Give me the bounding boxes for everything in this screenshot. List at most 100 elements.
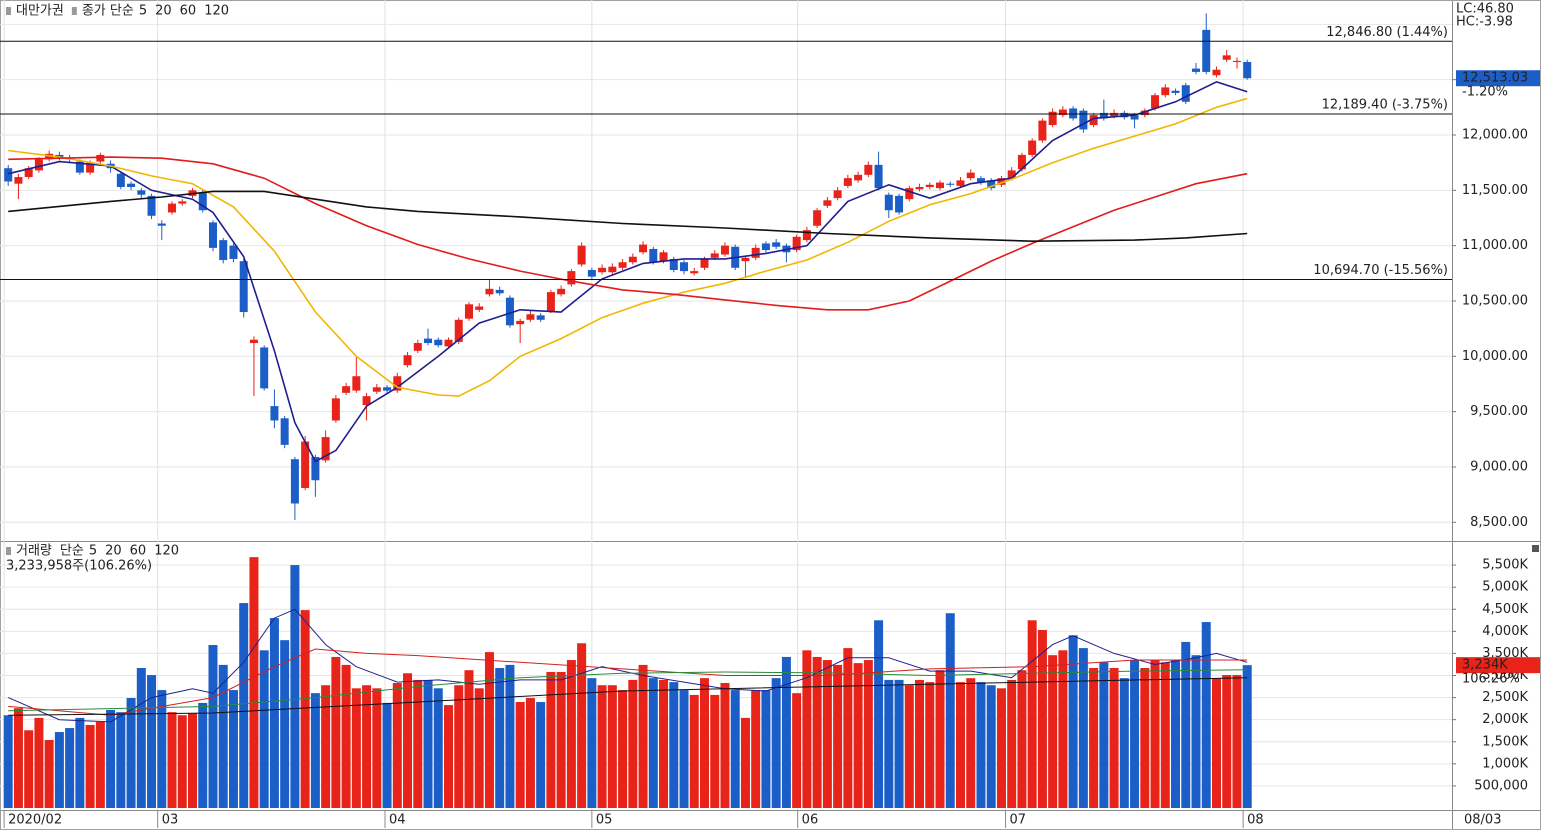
volume-bar <box>3 715 13 808</box>
legend-prefix: 단순 <box>60 544 84 559</box>
volume-bar <box>1048 655 1058 808</box>
volume-bar <box>392 683 402 808</box>
candle-body <box>413 343 422 351</box>
moving-average-line <box>8 608 1248 723</box>
volume-bar <box>751 690 761 808</box>
volume-bar <box>904 685 914 808</box>
candle-body <box>383 387 392 391</box>
volume-bar <box>730 690 740 808</box>
candle-body <box>75 161 84 173</box>
y-tick-label: 1,000K <box>1482 756 1528 771</box>
volume-bar <box>710 694 720 808</box>
moving-average-line <box>8 648 1248 716</box>
candle-body <box>833 190 842 199</box>
volume-bar <box>433 688 443 808</box>
candle-body <box>495 289 504 294</box>
candle-body <box>1028 140 1037 155</box>
candle-body <box>884 194 893 211</box>
legend-entry: 60 <box>180 4 197 19</box>
volume-bar <box>536 702 546 808</box>
volume-bar <box>106 709 116 808</box>
candle-body <box>598 267 607 273</box>
volume-bar <box>853 663 863 808</box>
lc-label: LC:46.80 <box>1456 2 1514 17</box>
moving-average-line <box>8 669 1248 712</box>
candle-body <box>608 266 617 273</box>
volume-bar <box>75 717 85 808</box>
candle-body <box>649 248 658 263</box>
candle-body <box>936 182 945 189</box>
volume-bar <box>894 679 904 808</box>
volume-bar <box>188 713 198 808</box>
candle-body <box>577 245 586 265</box>
y-tick-label: 5,000K <box>1482 580 1528 595</box>
volume-bar <box>403 673 413 808</box>
volume-bar <box>331 656 341 808</box>
volume-bar <box>1150 660 1160 808</box>
candle-body <box>239 261 248 313</box>
candle-body <box>301 441 310 488</box>
candle-body <box>4 168 13 182</box>
moving-average-line <box>8 97 1248 397</box>
volume-bar <box>95 721 105 808</box>
volume-bar <box>761 690 771 808</box>
hc-label: HC:-3.98 <box>1456 15 1513 30</box>
volume-bar <box>126 698 136 808</box>
candle-body <box>1192 68 1201 72</box>
volume-bar <box>484 652 494 808</box>
volume-bar <box>85 724 95 808</box>
last-value-label: 3,234K <box>1462 658 1508 673</box>
level-label: 12,189.40 (-3.75%) <box>1322 98 1448 113</box>
candle-body <box>55 154 64 158</box>
legend-marker <box>6 7 11 15</box>
volume-info: 3,233,958주(106.26%) <box>6 559 152 574</box>
level-label: 12,846.80 (1.44%) <box>1326 25 1448 40</box>
candle-body <box>1007 170 1016 179</box>
candle-body <box>1212 69 1221 76</box>
volume-bar <box>843 648 853 808</box>
candle-body <box>86 162 95 173</box>
panel-button[interactable] <box>1532 545 1539 552</box>
volume-bar <box>239 603 249 808</box>
y-tick-label: 8,500.00 <box>1470 515 1528 530</box>
candle-body <box>1089 115 1098 126</box>
volume-bar <box>833 664 843 808</box>
candle-body <box>976 178 985 183</box>
volume-bar <box>1222 675 1232 808</box>
volume-bar <box>802 650 812 808</box>
x-tick-label: 08 <box>1247 813 1264 828</box>
volume-bar <box>157 690 167 808</box>
candle-body <box>690 271 699 274</box>
volume-bar <box>341 664 351 808</box>
volume-bar <box>1242 665 1252 808</box>
volume-bar <box>1181 641 1191 808</box>
candle-body <box>741 257 750 262</box>
candle-body <box>505 297 514 326</box>
volume-bar <box>996 688 1006 808</box>
volume-bar <box>54 732 64 808</box>
candle-body <box>567 271 576 285</box>
candle-body <box>925 184 934 188</box>
candle-body <box>34 159 43 171</box>
y-tick-label: 9,000.00 <box>1470 459 1528 474</box>
candle-body <box>772 242 781 247</box>
legend-marker <box>6 547 11 555</box>
x-tick-label: 04 <box>389 813 406 828</box>
volume-bar <box>423 679 433 808</box>
candle-body <box>854 174 863 181</box>
volume-bar <box>136 667 146 808</box>
candle-body <box>802 230 811 241</box>
volume-bar <box>280 640 290 808</box>
volume-bar <box>321 685 331 808</box>
volume-bar <box>413 679 423 808</box>
legend-title: 대만가권 <box>16 4 64 19</box>
candle-body <box>352 376 361 391</box>
label-layer: 8,500.00 9,000.00 9,500.00 10,000.00 10,500.… <box>6 1 1540 828</box>
x-tick-label: 05 <box>596 813 613 828</box>
candle-body <box>761 243 770 251</box>
candle-body <box>843 178 852 186</box>
volume-bar <box>740 717 750 808</box>
volume-bar <box>1068 635 1078 808</box>
volume-bar <box>515 702 525 808</box>
